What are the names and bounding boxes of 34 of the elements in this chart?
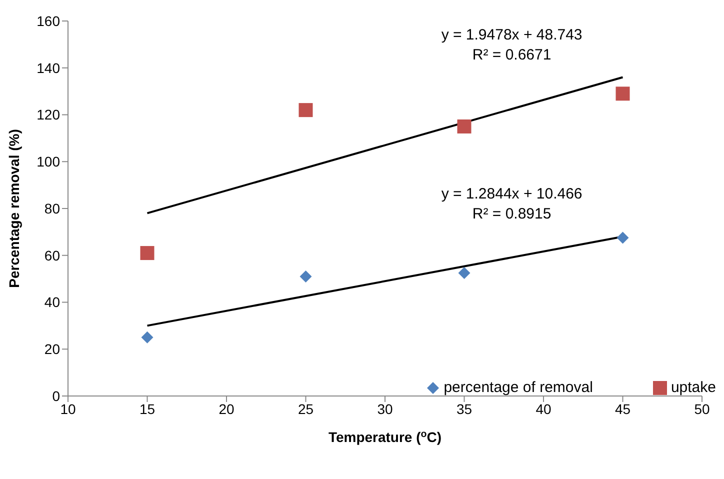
legend-label: uptake bbox=[670, 379, 716, 396]
y-tick-label: 60 bbox=[44, 247, 60, 264]
annotation: y = 1.2844x + 10.466 bbox=[441, 186, 582, 203]
point bbox=[457, 119, 472, 134]
point bbox=[298, 103, 313, 118]
x-tick-label: 45 bbox=[614, 400, 631, 417]
point bbox=[616, 86, 630, 101]
y-tick-label: 80 bbox=[44, 200, 60, 216]
x-tick-label: 40 bbox=[536, 400, 552, 417]
x-tick-label: 25 bbox=[298, 400, 314, 417]
y-tick-label: 40 bbox=[44, 294, 60, 310]
point bbox=[140, 246, 154, 260]
y-tick-label: 160 bbox=[36, 12, 60, 29]
y-tick-label: 100 bbox=[36, 154, 60, 170]
y-axis-title: Percentage removal (%) bbox=[6, 129, 22, 288]
x-tick-label: 35 bbox=[456, 400, 472, 417]
x-tick-label: 30 bbox=[377, 400, 393, 417]
x-tick-label: 50 bbox=[694, 400, 710, 417]
point bbox=[458, 266, 470, 279]
point bbox=[616, 232, 629, 244]
x-tick-label: 10 bbox=[60, 400, 76, 417]
x-tick-label: 20 bbox=[218, 400, 234, 417]
y-tick-label: 120 bbox=[36, 106, 60, 123]
legend-label: percentage of removal bbox=[444, 379, 593, 396]
annotation: R² = 0.8915 bbox=[472, 206, 552, 223]
x-tick-label: 15 bbox=[139, 400, 156, 417]
y-tick-label: 20 bbox=[44, 341, 60, 358]
annotation: y = 1.9478x + 48.743 bbox=[441, 26, 582, 44]
annotation: R² = 0.6671 bbox=[472, 46, 552, 64]
y-tick-label: 0 bbox=[52, 388, 60, 404]
point bbox=[141, 331, 154, 344]
x-axis-title: Temperature ($^{o}$C) bbox=[328, 428, 442, 445]
y-tick-label: 140 bbox=[36, 60, 60, 76]
point bbox=[300, 270, 312, 282]
